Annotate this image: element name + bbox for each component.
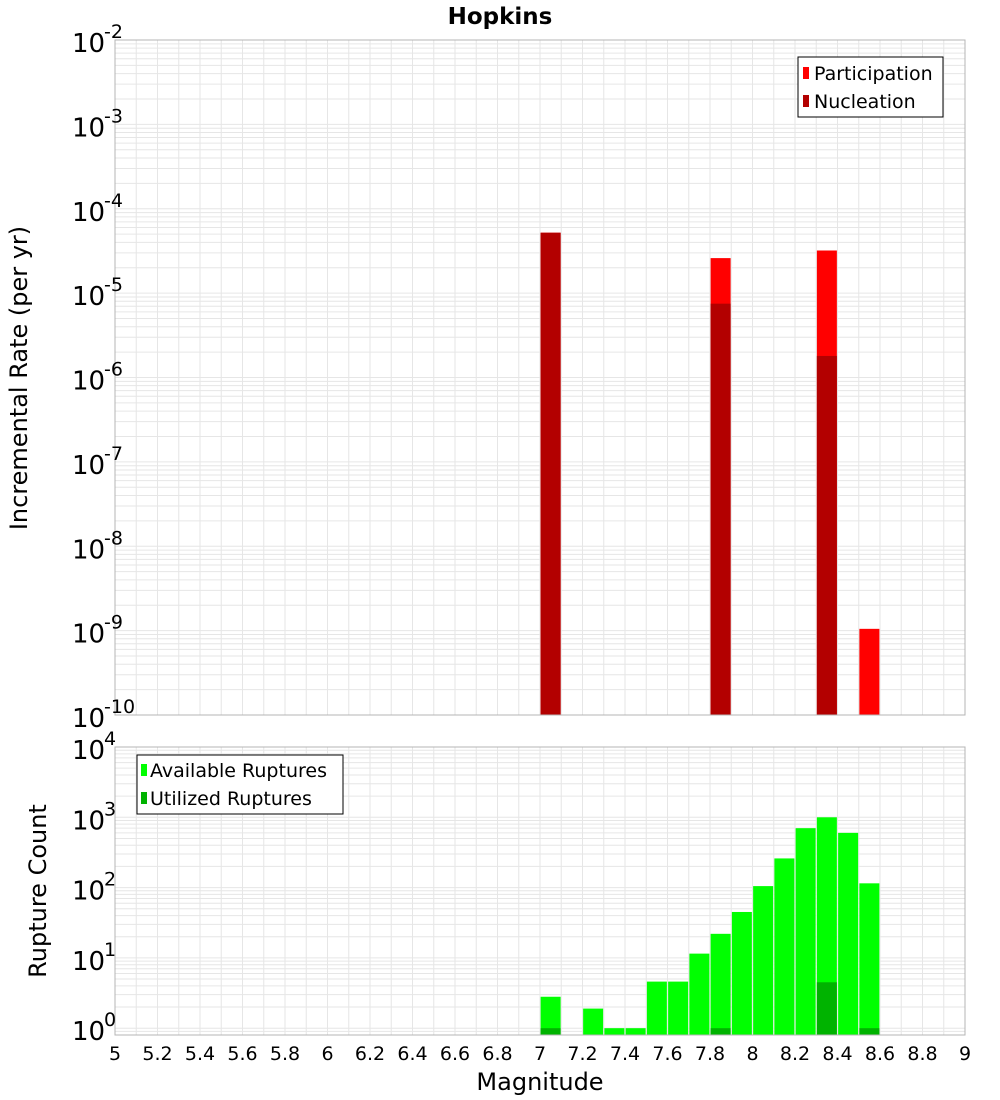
x-tick-label: 8.6 [865,1043,895,1065]
x-tick-label: 7 [534,1043,546,1065]
available-ruptures-bar [816,817,837,1035]
utilized-ruptures-bar [540,1028,561,1035]
chart-title: Hopkins [448,4,553,30]
available-ruptures-bar [583,1008,604,1035]
nucleation-bar [816,355,837,715]
top-plot: 10-210-310-410-510-610-710-810-910-10 In… [5,21,966,734]
available-ruptures-bar [625,1028,646,1035]
top-y-tick-exponent: -8 [104,527,123,549]
bottom-y-tick-label: 10 [72,947,105,977]
top-y-tick-exponent: -10 [104,696,135,718]
top-y-tick-exponent: -2 [104,21,123,43]
top-y-tick-exponent: -5 [104,274,123,296]
top-bars [540,232,880,715]
x-tick-label: 7.4 [610,1043,640,1065]
x-tick-label: 6.6 [440,1043,470,1065]
x-tick-labels: 5 5.2 5.4 5.6 5.8 6 6.2 6.4 6.6 6.8 7 7.2 7.4 7.6 7.8 8… [109,1043,971,1065]
utilized-ruptures-bar [710,1028,731,1035]
x-tick-label: 5.8 [270,1043,300,1065]
x-tick-label: 6.8 [482,1043,512,1065]
utilized-ruptures-legend-swatch [141,792,147,804]
bottom-y-tick-label: 10 [72,806,105,836]
top-y-tick-label: 10 [72,451,105,481]
available-ruptures-bar [774,858,795,1035]
top-y-tick-label: 10 [72,282,105,312]
available-ruptures-bar [646,981,667,1035]
top-y-tick-label: 10 [72,29,105,59]
bottom-y-tick-exponent: 4 [104,728,116,750]
top-y-ticks: 10-210-310-410-510-610-710-810-910-10 [72,21,135,734]
available-ruptures-bar [689,953,710,1035]
top-y-tick-label: 10 [72,620,105,650]
top-y-tick-label: 10 [72,704,105,734]
x-tick-label: 5.6 [227,1043,257,1065]
nucleation-legend-swatch [803,95,809,107]
bottom-y-tick-exponent: 3 [104,798,116,820]
available-ruptures-bar [753,886,774,1035]
available-ruptures-bar [668,981,689,1035]
bottom-y-tick-exponent: 2 [104,869,116,891]
bottom-legend: Available Ruptures Utilized Ruptures [136,754,344,815]
top-y-tick-exponent: -7 [104,443,123,465]
x-tick-label: 7.2 [567,1043,597,1065]
x-tick-label: 8.2 [780,1043,810,1065]
available-ruptures-bar [604,1028,625,1035]
top-y-tick-exponent: -6 [104,359,123,381]
utilized-ruptures-bar [816,982,837,1035]
bottom-legend-box [136,754,344,815]
top-grid [114,39,966,716]
x-tick-label: 8.8 [907,1043,937,1065]
top-legend: Participation Nucleation [797,56,944,118]
bottom-y-tick-label: 10 [72,736,105,766]
x-tick-label: 6.2 [355,1043,385,1065]
utilized-ruptures-legend-label: Utilized Ruptures [150,788,312,810]
top-plot-frame [114,39,966,716]
participation-bar [859,628,880,715]
top-legend-box [797,56,944,118]
x-tick-label: 9 [959,1043,971,1065]
x-tick-label: 8 [746,1043,758,1065]
top-y-tick-exponent: -3 [104,105,123,127]
available-ruptures-bar [838,832,859,1035]
participation-legend-swatch [803,67,809,79]
available-ruptures-bar [731,911,752,1035]
bottom-y-axis-title: Rupture Count [24,804,52,978]
top-y-axis-title: Incremental Rate (per yr) [5,226,33,530]
top-y-tick-label: 10 [72,535,105,565]
participation-legend-label: Participation [814,63,933,85]
x-tick-label: 5.2 [142,1043,172,1065]
top-y-tick-label: 10 [72,198,105,228]
x-tick-label: 6 [321,1043,333,1065]
x-tick-label: 7.6 [652,1043,682,1065]
x-tick-label: 5 [109,1043,121,1065]
top-y-tick-exponent: -9 [104,612,123,634]
bottom-y-tick-exponent: 0 [104,1009,116,1031]
x-tick-label: 7.8 [695,1043,725,1065]
x-axis-title: Magnitude [476,1068,603,1096]
utilized-ruptures-bar [859,1028,880,1035]
available-ruptures-legend-swatch [141,764,147,776]
bottom-y-tick-exponent: 1 [104,939,116,961]
available-ruptures-bar [859,883,880,1035]
nucleation-bar [540,232,561,715]
x-tick-label: 8.4 [822,1043,852,1065]
top-y-tick-exponent: -4 [104,190,123,212]
available-ruptures-legend-label: Available Ruptures [150,760,327,782]
bottom-plot-frame [114,746,966,1036]
bottom-y-tick-label: 10 [72,877,105,907]
x-tick-label: 5.4 [185,1043,215,1065]
available-ruptures-bar [540,996,561,1035]
top-y-tick-label: 10 [72,113,105,143]
available-ruptures-bar [710,933,731,1035]
x-tick-label: 6.4 [397,1043,427,1065]
bottom-y-tick-label: 10 [72,1017,105,1047]
top-y-tick-label: 10 [72,367,105,397]
nucleation-bar [710,303,731,715]
bottom-bars [540,817,880,1035]
available-ruptures-bar [795,828,816,1035]
nucleation-legend-label: Nucleation [814,91,916,113]
